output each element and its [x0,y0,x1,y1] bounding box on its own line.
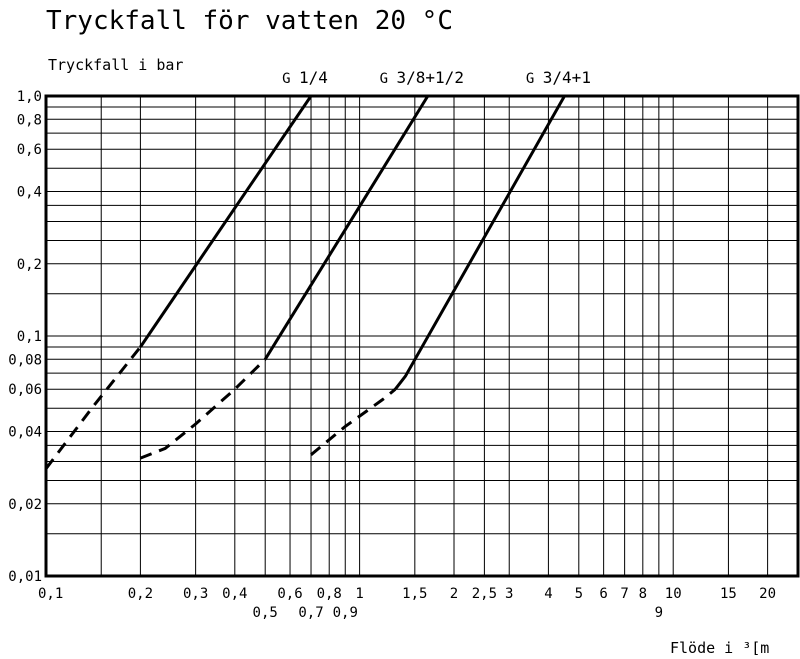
series-1-solid-line [139,95,313,348]
chart-title: Tryckfall för vatten 20 °C [46,6,453,36]
x-tick-label: 2 [450,586,458,602]
x-tick-label: 0,6 [277,586,302,602]
y-tick-label: 0,1 [17,329,42,345]
series-1-dashed-line [44,346,142,470]
x-tick-label: 20 [759,586,776,602]
x-tick-label: 1,5 [402,586,427,602]
x-tick-label: 0,3 [183,586,208,602]
y-tick-labels: 1,0 0,8 0,6 0,4 0,2 0,1 0,08 0,06 0,04 0,02 0,01 [8,89,42,585]
x-tick-label: 1 [355,586,363,602]
curves [44,95,566,470]
x-tick-label: 6 [599,586,607,602]
x-tick-label: 3 [505,586,513,602]
y-tick-label: 0,4 [17,185,42,201]
x-axis-label: Flöde i ³[m [670,639,769,657]
series-3-solid-line [394,95,566,391]
x-tick-label: 0,2 [128,586,153,602]
plot-frame [44,94,800,578]
y-axis-label: Tryckfall i bar [48,56,183,74]
y-tick-label: 0,2 [17,257,42,273]
y-tick-label: 0,06 [8,382,42,398]
x-tick-label: 0,7 [298,605,323,621]
x-tick-label: 0,1 [38,586,63,602]
series-labels: G 1/4 G 3/8+1/2 G 3/4+1 [282,68,591,87]
series-2-label: G 3/8+1/2 [380,68,464,87]
x-tick-labels: 0,1 0,2 0,3 0,4 0,6 0,8 1 1,5 2 2,5 3 4 5 6 7 8 10 15 20 0,… [38,586,776,621]
y-tick-label: 0,6 [17,142,42,158]
series-2-solid-line [263,95,430,361]
x-tick-label: 0,9 [333,605,358,621]
grid [45,95,798,577]
series-2-dashed-line [139,358,267,460]
y-tick-label: 0,8 [17,112,42,128]
y-tick-label: 0,02 [8,497,42,513]
y-tick-label: 0,01 [8,569,42,585]
x-tick-label: 0,5 [253,605,278,621]
x-tick-label: 0,8 [317,586,342,602]
x-tick-label: 2,5 [472,586,497,602]
x-tick-label: 4 [544,586,552,602]
y-tick-label: 1,0 [17,89,42,105]
x-tick-label: 9 [655,605,663,621]
x-tick-label: 5 [575,586,583,602]
x-tick-label: 0,4 [222,586,247,602]
series-3-label: G 3/4+1 [526,68,591,87]
x-tick-label: 7 [620,586,628,602]
x-tick-label: 8 [639,586,647,602]
series-3-dashed-line [310,388,397,456]
series-1-label: G 1/4 [282,68,328,87]
y-tick-label: 0,08 [8,352,42,368]
x-tick-label: 10 [665,586,682,602]
x-tick-label: 15 [720,586,737,602]
y-tick-label: 0,04 [8,425,42,441]
